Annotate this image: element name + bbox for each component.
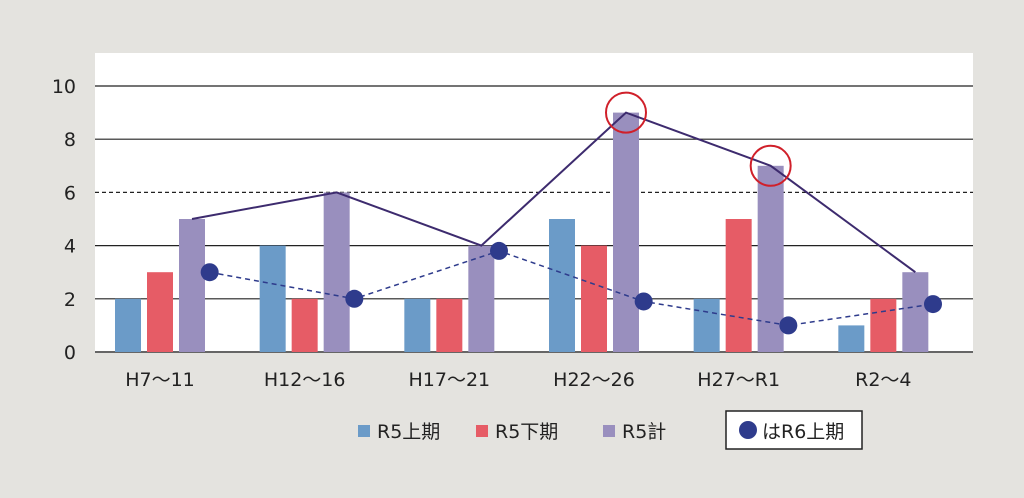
- x-tick-label: H22〜26: [553, 369, 635, 391]
- y-tick-label: 4: [64, 236, 76, 258]
- bar-R5計-0: [179, 219, 205, 352]
- y-tick-label: 10: [52, 76, 76, 98]
- bars: [115, 112, 929, 352]
- r6-first-half-marker-0: [200, 263, 219, 282]
- y-tick-label: 8: [64, 129, 76, 151]
- legend: R5上期 R5下期 R5計 はR6上期: [358, 410, 863, 450]
- highlight-circle-1: [749, 144, 792, 187]
- bar-R5上期-2: [404, 298, 431, 352]
- bar-R5計-3: [613, 112, 639, 352]
- highlight-circle-0: [605, 91, 647, 134]
- r6-first-half-marker-1: [345, 289, 364, 308]
- bar-R5上期-0: [115, 298, 141, 352]
- r6-first-half-marker-2: [490, 241, 508, 260]
- x-axis: H7〜11 H12〜16 H17〜21 H22〜26 H27〜R1 R2〜4: [125, 369, 911, 391]
- bar-R5上期-4: [693, 298, 720, 352]
- bar-R5下期-5: [870, 298, 897, 352]
- legend-swatch-r5-second-half: [476, 425, 488, 437]
- legend-marker-r6-first-half: [739, 421, 757, 439]
- legend-label-r5-second-half: R5下期: [495, 421, 558, 443]
- x-tick-label: H27〜R1: [697, 369, 780, 391]
- gridlines: [95, 85, 973, 353]
- markers: [200, 91, 942, 335]
- bar-R5下期-4: [725, 219, 752, 352]
- r6-first-half-line: [209, 250, 934, 327]
- bar-R5計-5: [902, 272, 929, 352]
- r5-total-line: [191, 111, 916, 274]
- bar-R5計-2: [468, 245, 495, 352]
- y-tick-label: 0: [64, 342, 76, 364]
- bar-R5下期-1: [291, 298, 318, 352]
- r6-first-half-marker-4: [779, 316, 798, 335]
- x-tick-label: R2〜4: [855, 369, 911, 391]
- r6-first-half-marker-5: [924, 295, 942, 314]
- legend-swatch-r5-first-half: [358, 425, 370, 437]
- legend-swatch-r5-total: [603, 425, 615, 437]
- lines: [191, 111, 934, 327]
- legend-label-r6-first-half: はR6上期: [762, 421, 844, 443]
- bar-R5上期-5: [838, 325, 865, 352]
- x-tick-label: H12〜16: [264, 369, 346, 391]
- legend-label-r5-first-half: R5上期: [377, 421, 440, 443]
- legend-label-r5-total: R5計: [622, 421, 666, 443]
- bar-R5下期-0: [147, 272, 173, 352]
- r6-first-half-marker-3: [634, 292, 653, 311]
- bar-R5上期-3: [549, 219, 575, 352]
- x-tick-label: H7〜11: [125, 369, 195, 391]
- y-tick-label: 2: [64, 289, 76, 311]
- bar-R5下期-2: [436, 298, 463, 352]
- y-axis: 0 2 4 6 8 10: [52, 76, 76, 364]
- bar-R5計-1: [323, 192, 350, 352]
- bar-R5下期-3: [581, 245, 607, 352]
- bar-R5上期-1: [259, 245, 286, 352]
- x-tick-label: H17〜21: [409, 369, 491, 391]
- y-tick-label: 6: [64, 182, 76, 204]
- plot-area: [95, 53, 973, 353]
- bar-R5計-4: [757, 165, 784, 352]
